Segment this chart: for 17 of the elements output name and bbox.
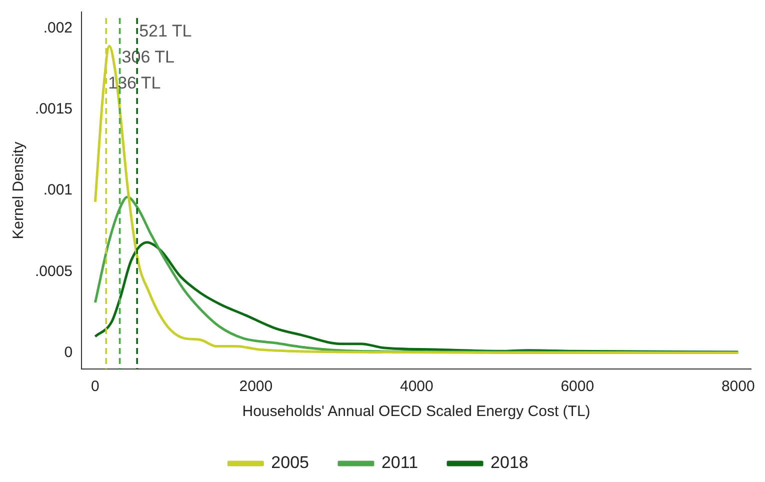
y-tick-label: .0005: [34, 262, 73, 280]
legend-label: 2018: [490, 453, 528, 472]
ref-line-label: 306 TL: [122, 48, 174, 67]
legend-label: 2005: [271, 453, 309, 472]
x-axis-title: Households' Annual OECD Scaled Energy Cost (TL): [242, 403, 590, 420]
x-tick-label: 6000: [560, 378, 594, 396]
y-tick-label: .0015: [34, 100, 73, 118]
y-tick-label: .001: [43, 182, 73, 199]
y-tick-label: 0: [64, 344, 73, 361]
x-tick-label: 4000: [400, 378, 434, 396]
legend-label: 2011: [381, 453, 418, 472]
x-tick-label: 2000: [239, 378, 273, 396]
x-tick-label: 0: [91, 378, 100, 396]
y-tick-label: .002: [43, 19, 73, 36]
x-tick-label: 8000: [721, 378, 755, 396]
ref-line-label: 521 TL: [139, 22, 192, 41]
y-axis-title: Kernel Density: [10, 141, 28, 240]
